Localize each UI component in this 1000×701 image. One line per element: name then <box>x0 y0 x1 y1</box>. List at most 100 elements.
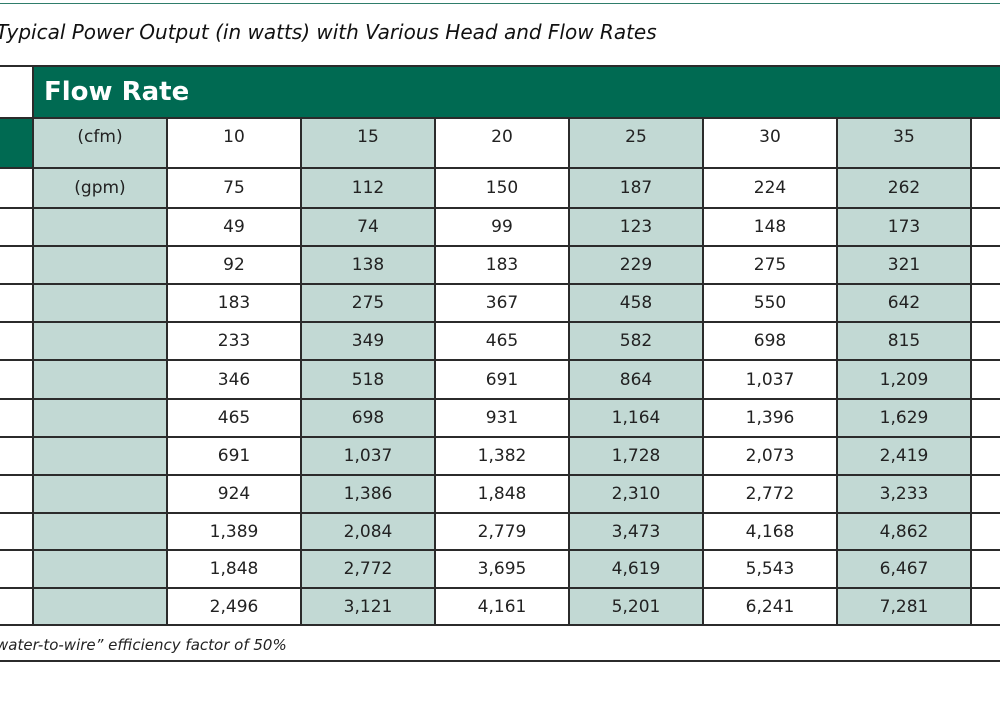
value-cell: 75 <box>166 167 302 209</box>
value-cell: 346 <box>166 359 302 400</box>
value-cell: 3,695 <box>434 549 570 589</box>
value-cell: 691 <box>434 359 570 400</box>
value-cell: 275 <box>702 245 838 285</box>
value-cell: 1,037 <box>702 359 838 400</box>
value-cell: 1,728 <box>568 436 704 476</box>
edge-cell <box>970 436 1000 476</box>
value-cell: 233 <box>166 321 302 361</box>
value-cell: 3,233 <box>836 474 972 514</box>
value-cell: 1,629 <box>836 398 972 438</box>
row-stub <box>0 512 34 551</box>
row-stub <box>0 283 34 323</box>
row-label <box>32 207 168 247</box>
value-cell: 25 <box>568 117 704 169</box>
value-cell: 4,862 <box>836 512 972 551</box>
value-cell: 691 <box>166 436 302 476</box>
value-cell: 6,467 <box>836 549 972 589</box>
value-cell: 3,121 <box>300 587 436 626</box>
value-cell: 1,164 <box>568 398 704 438</box>
value-cell: 1,037 <box>300 436 436 476</box>
corner-cell <box>0 65 34 119</box>
row-stub <box>0 167 34 209</box>
row-stub <box>0 549 34 589</box>
value-cell: 4,168 <box>702 512 838 551</box>
footnote: water-to-wire” efficiency factor of 50% <box>0 636 287 654</box>
row-stub <box>0 117 34 169</box>
row-label <box>32 398 168 438</box>
value-cell: 1,209 <box>836 359 972 400</box>
edge-cell <box>970 474 1000 514</box>
row-stub <box>0 245 34 285</box>
value-cell: 4,619 <box>568 549 704 589</box>
value-cell: 458 <box>568 283 704 323</box>
edge-cell <box>970 167 1000 209</box>
value-cell: 349 <box>300 321 436 361</box>
value-cell: 465 <box>434 321 570 361</box>
value-cell: 931 <box>434 398 570 438</box>
edge-cell <box>970 283 1000 323</box>
edge-cell <box>970 398 1000 438</box>
row-stub <box>0 359 34 400</box>
value-cell: 123 <box>568 207 704 247</box>
row-label <box>32 512 168 551</box>
row-label <box>32 283 168 323</box>
value-cell: 148 <box>702 207 838 247</box>
row-label: (cfm) <box>32 117 168 169</box>
bottom-rule <box>0 660 1000 662</box>
value-cell: 1,848 <box>434 474 570 514</box>
value-cell: 2,073 <box>702 436 838 476</box>
value-cell: 2,772 <box>702 474 838 514</box>
table-title: Typical Power Output (in watts) with Var… <box>0 20 657 44</box>
value-cell: 112 <box>300 167 436 209</box>
value-cell: 2,084 <box>300 512 436 551</box>
value-cell: 187 <box>568 167 704 209</box>
value-cell: 30 <box>702 117 838 169</box>
value-cell: 4,161 <box>434 587 570 626</box>
row-label <box>32 359 168 400</box>
value-cell: 1,386 <box>300 474 436 514</box>
row-stub <box>0 398 34 438</box>
value-cell: 518 <box>300 359 436 400</box>
value-cell: 224 <box>702 167 838 209</box>
value-cell: 2,419 <box>836 436 972 476</box>
row-label <box>32 474 168 514</box>
value-cell: 150 <box>434 167 570 209</box>
top-rule <box>0 3 1000 4</box>
value-cell: 275 <box>300 283 436 323</box>
value-cell: 5,543 <box>702 549 838 589</box>
value-cell: 1,382 <box>434 436 570 476</box>
value-cell: 642 <box>836 283 972 323</box>
value-cell: 2,772 <box>300 549 436 589</box>
value-cell: 465 <box>166 398 302 438</box>
row-stub <box>0 474 34 514</box>
header-cell: Flow Rate <box>32 65 1000 119</box>
value-cell: 173 <box>836 207 972 247</box>
value-cell: 183 <box>166 283 302 323</box>
value-cell: 924 <box>166 474 302 514</box>
value-cell: 698 <box>300 398 436 438</box>
value-cell: 321 <box>836 245 972 285</box>
row-stub <box>0 436 34 476</box>
row-label <box>32 549 168 589</box>
value-cell: 183 <box>434 245 570 285</box>
value-cell: 2,496 <box>166 587 302 626</box>
value-cell: 550 <box>702 283 838 323</box>
value-cell: 698 <box>702 321 838 361</box>
value-cell: 7,281 <box>836 587 972 626</box>
value-cell: 2,310 <box>568 474 704 514</box>
row-label <box>32 587 168 626</box>
value-cell: 1,389 <box>166 512 302 551</box>
row-stub <box>0 587 34 626</box>
value-cell: 582 <box>568 321 704 361</box>
row-label <box>32 321 168 361</box>
value-cell: 229 <box>568 245 704 285</box>
edge-cell <box>970 321 1000 361</box>
value-cell: 2,779 <box>434 512 570 551</box>
value-cell: 20 <box>434 117 570 169</box>
edge-cell <box>970 207 1000 247</box>
value-cell: 49 <box>166 207 302 247</box>
value-cell: 6,241 <box>702 587 838 626</box>
value-cell: 3,473 <box>568 512 704 551</box>
value-cell: 5,201 <box>568 587 704 626</box>
